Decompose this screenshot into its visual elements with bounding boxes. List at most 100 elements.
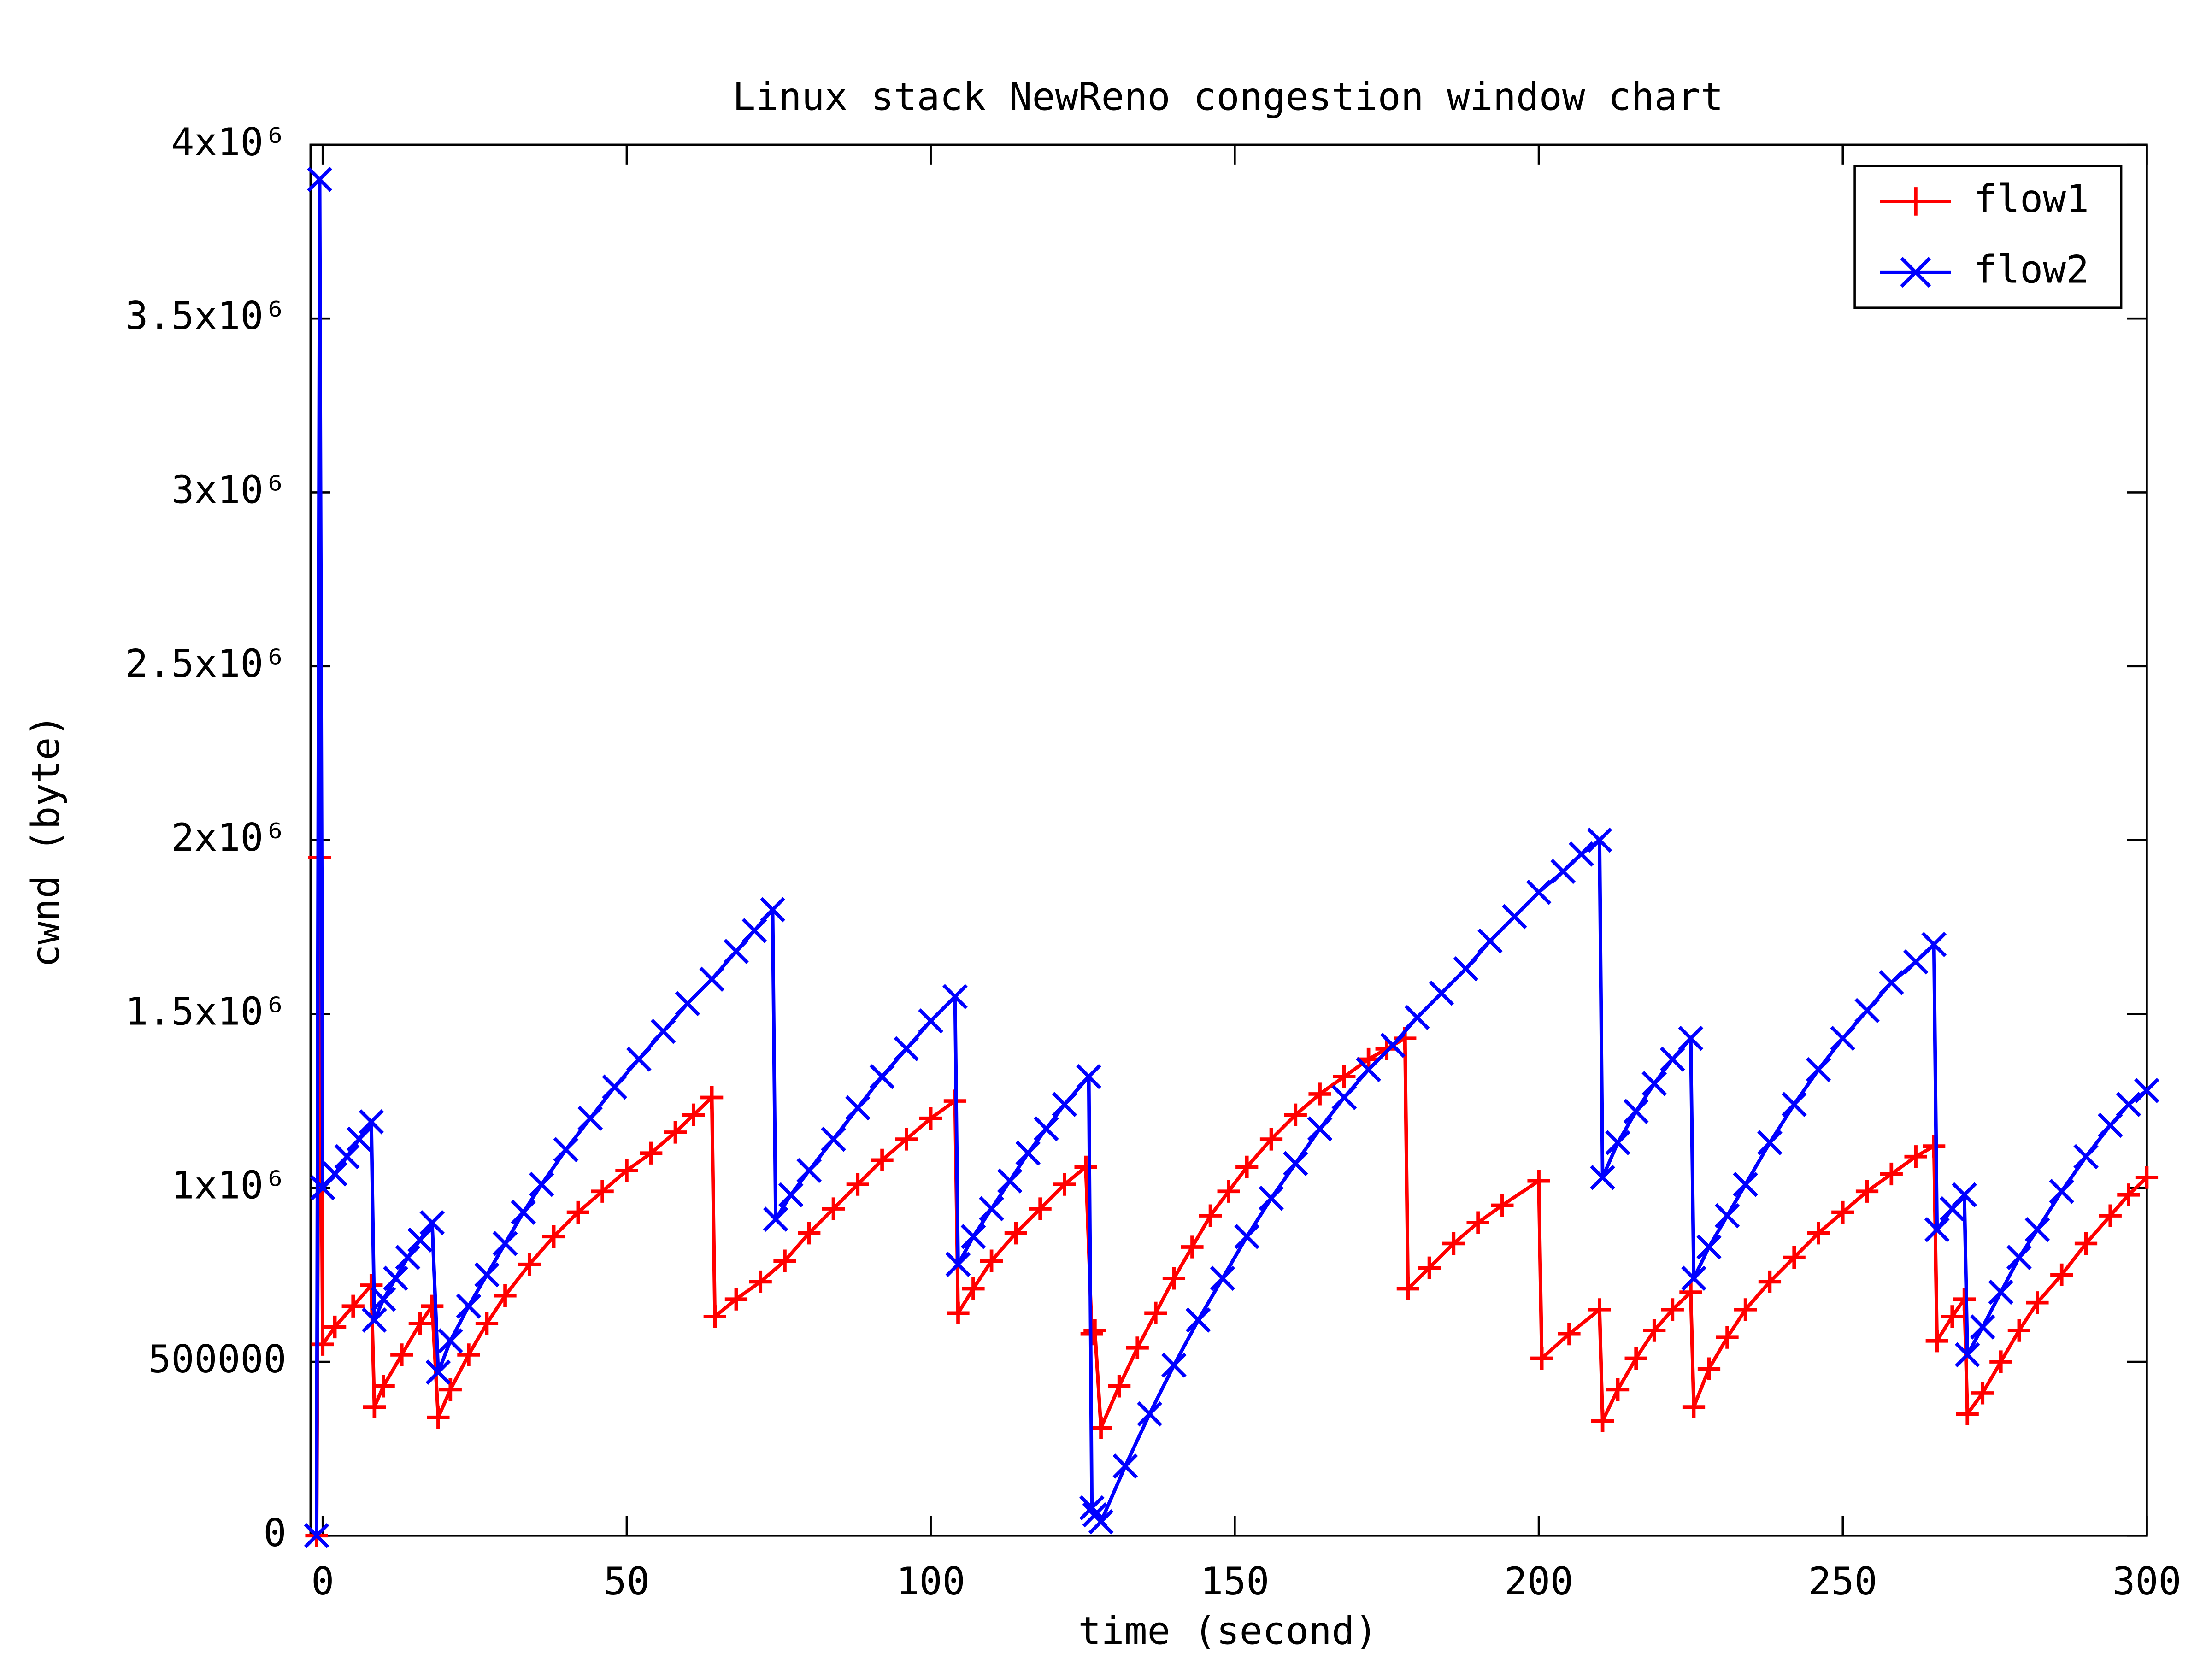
- data-point: [407, 1227, 433, 1253]
- data-point: [947, 1301, 970, 1324]
- y-tick-label: 2.5x10⁶: [125, 641, 286, 686]
- data-point: [1733, 1171, 1758, 1197]
- data-point: [341, 1294, 365, 1318]
- data-point: [1181, 1235, 1204, 1259]
- y-tick-label: 3.5x10⁶: [125, 294, 286, 338]
- data-point: [577, 1106, 603, 1131]
- data-point: [2116, 1092, 2141, 1117]
- data-point: [408, 1312, 431, 1335]
- y-tick-label: 4x10⁶: [171, 120, 286, 165]
- data-point: [1259, 1185, 1284, 1211]
- data-point: [1380, 1032, 1406, 1058]
- data-point: [1941, 1305, 1964, 1328]
- data-point: [1112, 1453, 1138, 1479]
- data-point: [1924, 1217, 1950, 1242]
- data-point: [1952, 1182, 1977, 1208]
- data-point: [1235, 1155, 1259, 1179]
- data-point: [1806, 1057, 1831, 1082]
- data-point: [1033, 1116, 1059, 1141]
- x-tick-label: 50: [604, 1559, 650, 1604]
- data-point: [1783, 1246, 1806, 1269]
- data-point: [741, 918, 767, 943]
- data-point: [1854, 998, 1880, 1024]
- y-axis-label: cwnd (byte): [24, 714, 68, 968]
- data-point: [1661, 1298, 1684, 1321]
- data-point: [1971, 1382, 1994, 1405]
- data-point: [1052, 1092, 1077, 1117]
- data-point: [2026, 1291, 2049, 1314]
- data-point: [437, 1328, 463, 1354]
- data-point: [1162, 1267, 1186, 1290]
- data-point: [347, 1126, 372, 1152]
- data-point: [1126, 1336, 1149, 1359]
- data-point: [1161, 1353, 1187, 1378]
- data-point: [979, 1196, 1004, 1222]
- data-point: [474, 1262, 500, 1288]
- y-tick-label: 1x10⁶: [171, 1163, 286, 1208]
- data-point: [419, 1210, 445, 1235]
- data-point: [1587, 827, 1612, 853]
- data-point: [1591, 1409, 1614, 1432]
- data-point: [1716, 1326, 1739, 1349]
- chart-title: Linux stack NewReno congestion window ch…: [732, 74, 1723, 119]
- data-point: [1558, 1323, 1581, 1346]
- data-point: [322, 1161, 347, 1187]
- data-point: [371, 1286, 396, 1312]
- x-tick-label: 200: [1504, 1559, 1573, 1604]
- data-point: [1076, 1064, 1102, 1089]
- y-tick-label: 3x10⁶: [171, 467, 286, 512]
- data-point: [1282, 1151, 1308, 1177]
- data-point: [773, 1249, 796, 1272]
- data-point: [1904, 1145, 1927, 1168]
- data-point: [1641, 1071, 1667, 1096]
- data-point: [2049, 1178, 2075, 1204]
- data-point: [1357, 1047, 1380, 1071]
- data-point: [1921, 932, 1947, 957]
- data-point: [640, 1141, 663, 1165]
- data-point: [1217, 1180, 1240, 1203]
- data-point: [1530, 1347, 1553, 1370]
- data-point: [997, 1168, 1023, 1194]
- data-point: [1526, 879, 1552, 905]
- data-point: [1679, 1281, 1702, 1304]
- data-point: [615, 1159, 638, 1182]
- data-point: [796, 1158, 822, 1183]
- data-point: [1108, 1375, 1131, 1398]
- data-point: [918, 1008, 943, 1034]
- data-point: [724, 1288, 748, 1311]
- data-point: [1088, 1509, 1114, 1535]
- data-point: [363, 1395, 386, 1418]
- data-point: [919, 1107, 942, 1130]
- data-point: [1331, 1085, 1357, 1110]
- data-point: [894, 1036, 919, 1062]
- data-point: [1029, 1197, 1052, 1220]
- data-point: [2007, 1319, 2030, 1342]
- data-point: [1925, 1330, 1948, 1353]
- data-point: [1953, 1288, 1976, 1311]
- data-point: [1781, 1092, 1807, 1117]
- data-point: [1588, 1298, 1611, 1321]
- data-point: [675, 991, 700, 1017]
- data-point: [1284, 1103, 1307, 1126]
- data-point: [1004, 1222, 1027, 1245]
- data-point: [1590, 1165, 1615, 1190]
- data-point: [1878, 970, 1904, 995]
- data-point: [1988, 1279, 2014, 1305]
- data-point: [749, 1270, 772, 1294]
- data-point: [1954, 1342, 1980, 1368]
- data-point: [1259, 1128, 1283, 1151]
- data-point: [362, 1307, 387, 1333]
- data-point: [2117, 1183, 2140, 1206]
- data-point: [1989, 1350, 2012, 1373]
- data-point: [1970, 1314, 1995, 1340]
- data-point: [390, 1343, 413, 1366]
- data-point: [304, 1523, 329, 1548]
- data-point: [1396, 1277, 1419, 1300]
- data-point: [2050, 1263, 2073, 1286]
- data-point: [703, 1305, 726, 1328]
- data-point: [383, 1265, 408, 1291]
- data-point: [626, 1047, 652, 1072]
- data-point: [1807, 1222, 1830, 1245]
